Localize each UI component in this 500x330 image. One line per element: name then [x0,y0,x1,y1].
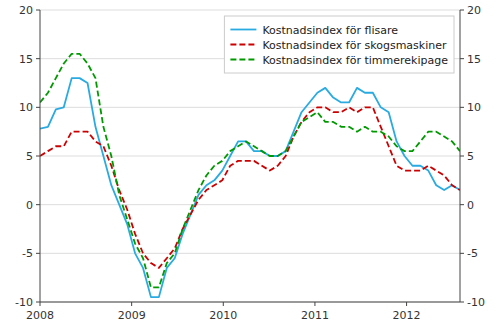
y2-tick [460,253,464,254]
x-tick [40,302,41,306]
series-line [40,54,460,288]
lines [40,54,460,297]
x-tick-label: 2012 [393,309,421,322]
y2-tick [460,10,464,11]
legend-box [224,16,454,73]
y-tick [36,253,40,254]
y-tick-label: -5 [22,247,33,260]
y2-tick-label: 15 [467,53,481,66]
y2-tick-label: -10 [467,296,485,309]
y-tick [36,204,40,205]
y-tick [36,58,40,59]
legend-swatch [230,44,256,46]
grid-line [40,107,460,108]
y2-tick-label: 0 [467,199,474,212]
y2-tick [460,302,464,303]
y2-tick-label: 5 [467,150,474,163]
x-axis-line [40,302,460,303]
y-tick [36,302,40,303]
y2-tick-label: 10 [467,101,481,114]
y2-tick [460,107,464,108]
y-tick [36,10,40,11]
x-tick [223,302,224,306]
chart: 20082009201020112012-10-505101520-10-505… [0,0,500,330]
y-tick-label: -10 [15,296,33,309]
y2-tick-label: 20 [467,4,481,17]
y-tick-label: 5 [26,150,33,163]
legend: Kostnadsindex för flisare Kostnadsindex f… [224,16,454,73]
y-tick-label: 10 [19,101,33,114]
y-tick-label: 20 [19,4,33,17]
y2-tick-label: -5 [467,247,478,260]
legend-swatch [230,59,256,61]
y-tick [36,156,40,157]
y-tick-label: 15 [19,53,33,66]
grid-line [40,302,460,303]
legend-label: Kostnadsindex för flisare [262,24,398,37]
y2-tick [460,156,464,157]
axes: 20082009201020112012-10-505101520-10-505… [15,4,485,322]
grid-line [40,204,460,205]
series-line [40,107,460,268]
x-tick [406,302,407,306]
legend-label: Kostnadsindex för timmerekipage [262,54,448,67]
legend-swatch [230,29,256,31]
grid-line [40,253,460,254]
grid [40,10,460,302]
legend-label: Kostnadsindex för skogsmaskiner [262,39,447,52]
x-tick-label: 2010 [209,309,237,322]
grid-line [40,10,460,11]
x-tick-label: 2009 [118,309,146,322]
x-tick [314,302,315,306]
y2-tick [460,204,464,205]
y-tick [36,107,40,108]
y2-tick [460,58,464,59]
y-tick-label: 0 [26,199,33,212]
x-tick [131,302,132,306]
x-tick-label: 2011 [301,309,329,322]
series-line [40,78,460,297]
x-tick-label: 2008 [26,309,54,322]
